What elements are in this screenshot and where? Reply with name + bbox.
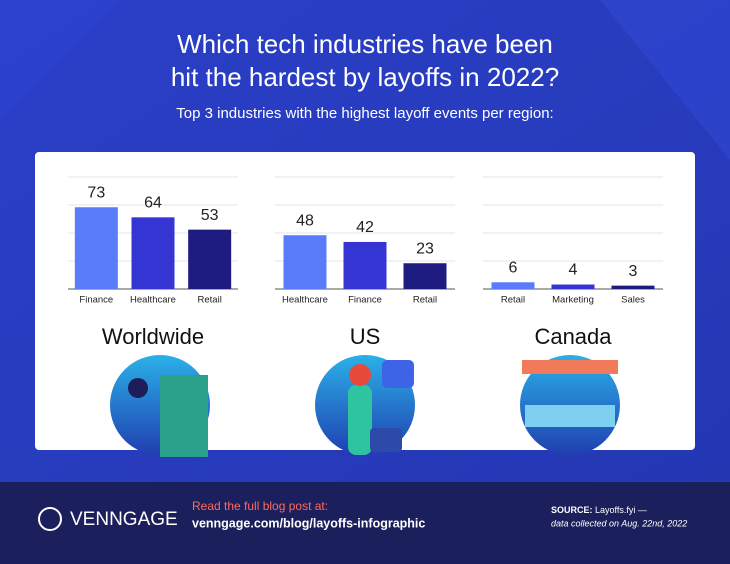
bar <box>551 284 595 289</box>
source: SOURCE: Layoffs.fyi — <box>551 505 647 515</box>
bar <box>283 235 327 289</box>
illustration-part <box>382 360 414 388</box>
brand-logo <box>38 507 62 531</box>
source-text: Layoffs.fyi — <box>595 505 647 515</box>
subtitle: Top 3 industries with the highest layoff… <box>176 105 553 122</box>
value-label: 23 <box>416 240 434 257</box>
illustration-part <box>370 428 402 452</box>
bar <box>188 229 232 289</box>
footer-band <box>0 482 730 564</box>
url[interactable]: venngage.com/blog/layoffs-infographic <box>192 516 425 530</box>
bar <box>611 285 655 289</box>
x-tick-label: Sales <box>621 295 645 306</box>
brand: VENNGAGE <box>70 509 178 530</box>
chart-title: Canada <box>534 324 612 349</box>
x-tick-label: Retail <box>198 295 222 306</box>
bar <box>343 241 387 289</box>
bar <box>74 207 118 289</box>
value-label: 4 <box>569 262 578 279</box>
title-line: Which tech industries have been <box>177 29 553 59</box>
illustration-part <box>348 385 372 455</box>
x-tick-label: Marketing <box>552 295 594 306</box>
footer: VENNGAGE Read the full blog post at: ven… <box>38 499 687 531</box>
bar <box>131 217 175 289</box>
bar <box>491 282 535 289</box>
illustration-part <box>349 364 371 386</box>
x-tick-label: Finance <box>79 295 113 306</box>
x-tick-label: Finance <box>348 295 382 306</box>
illustration-part <box>522 360 618 374</box>
illustrations <box>110 355 620 457</box>
bg-shape <box>600 0 730 160</box>
x-tick-label: Healthcare <box>130 295 176 306</box>
chart-title: US <box>350 324 381 349</box>
x-tick-label: Retail <box>413 295 437 306</box>
value-label: 3 <box>629 263 638 280</box>
bg-shape <box>0 0 120 120</box>
cta: Read the full blog post at: <box>192 499 328 513</box>
value-label: 48 <box>296 212 314 229</box>
illustration-part <box>160 375 208 457</box>
source-note: data collected on Aug. 22nd, 2022 <box>551 518 687 528</box>
value-label: 42 <box>356 219 374 236</box>
chart-title: Worldwide <box>102 324 204 349</box>
source-label: SOURCE: <box>551 505 593 515</box>
bar <box>403 263 447 289</box>
illustration-part <box>128 378 148 398</box>
value-label: 64 <box>144 195 162 212</box>
value-label: 73 <box>87 184 105 201</box>
title-line: hit the hardest by layoffs in 2022? <box>171 62 559 92</box>
x-tick-label: Retail <box>501 295 525 306</box>
illustration-part <box>525 405 615 427</box>
value-label: 53 <box>201 207 219 224</box>
x-tick-label: Healthcare <box>282 295 328 306</box>
value-label: 6 <box>509 259 518 276</box>
